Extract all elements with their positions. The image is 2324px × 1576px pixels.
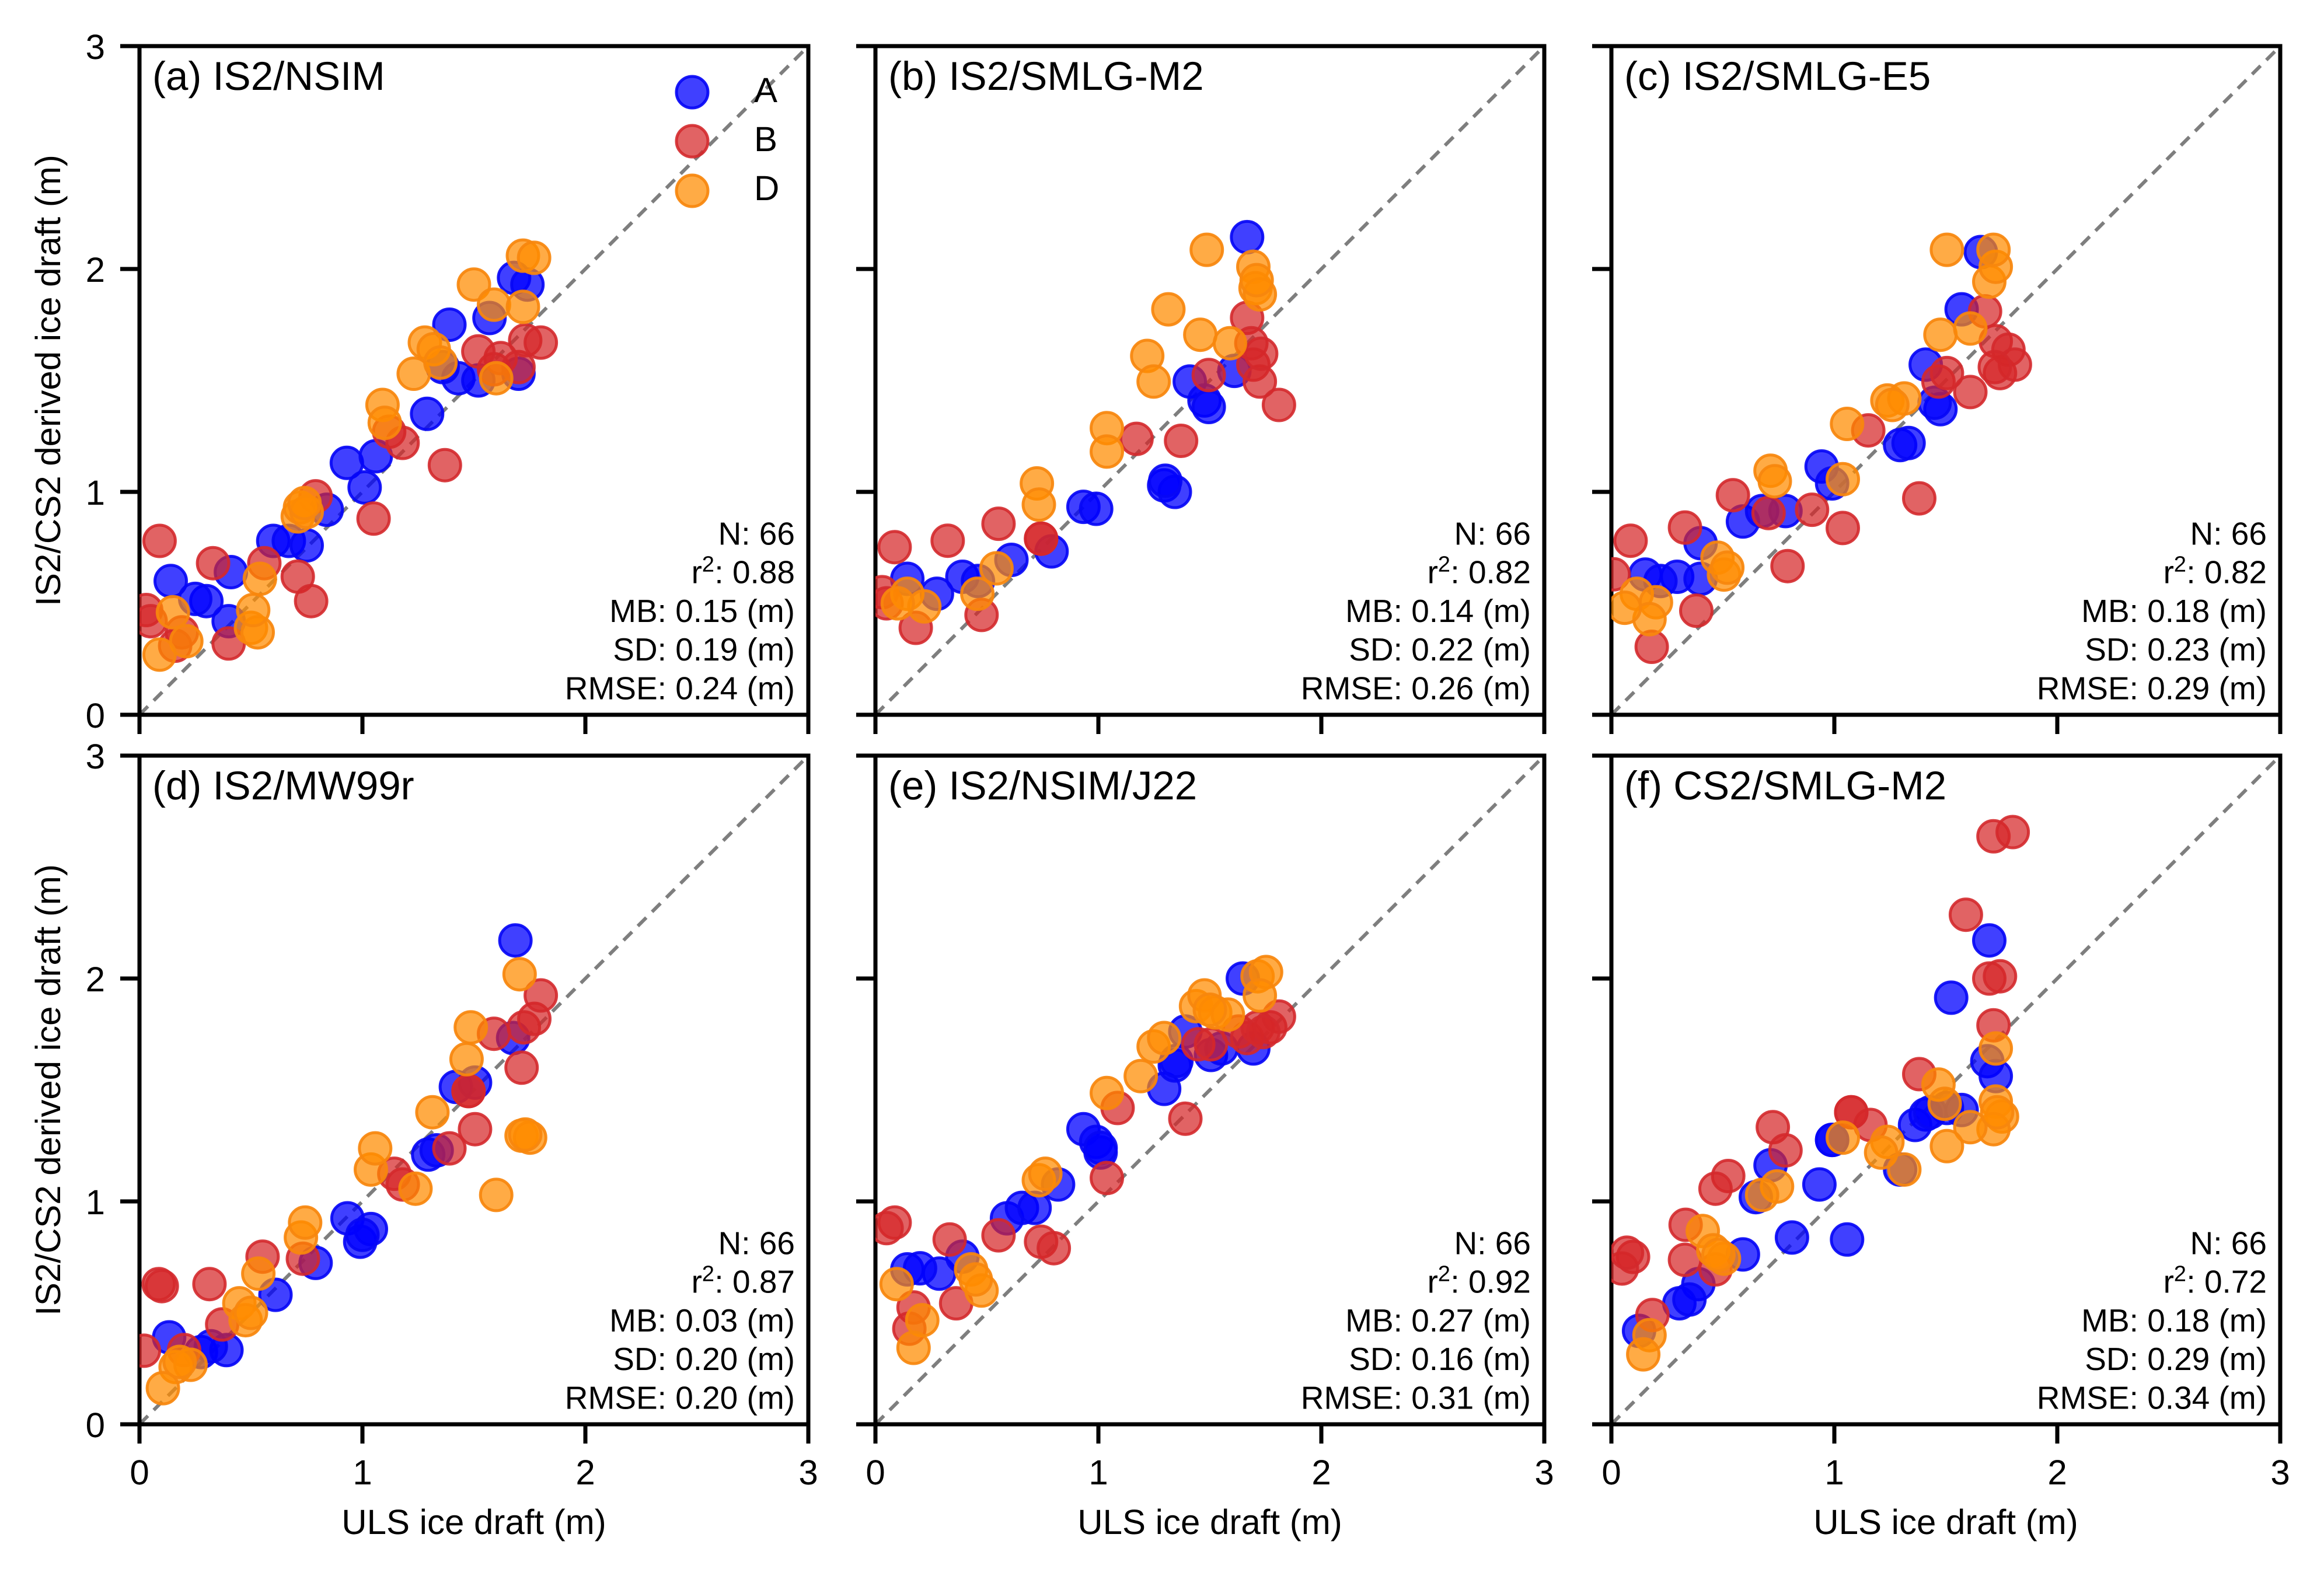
svg-text:1: 1 bbox=[1824, 1453, 1844, 1492]
svg-text:N: 66: N: 66 bbox=[1454, 1225, 1531, 1261]
svg-text:RMSE: 0.29 (m): RMSE: 0.29 (m) bbox=[2037, 670, 2267, 707]
svg-text:0: 0 bbox=[1601, 1453, 1621, 1492]
svg-text:: 0.82: : 0.82 bbox=[1450, 554, 1531, 590]
svg-text:N: 66: N: 66 bbox=[2190, 515, 2267, 551]
svg-text:(e) IS2/NSIM/J22: (e) IS2/NSIM/J22 bbox=[888, 763, 1197, 808]
svg-text:RMSE: 0.31 (m): RMSE: 0.31 (m) bbox=[1301, 1380, 1531, 1416]
svg-text:SD: 0.29 (m): SD: 0.29 (m) bbox=[2085, 1341, 2267, 1377]
svg-text:N: 66: N: 66 bbox=[718, 515, 795, 551]
svg-text:3: 3 bbox=[86, 737, 105, 776]
svg-text:D: D bbox=[754, 169, 779, 208]
svg-text:0: 0 bbox=[86, 1406, 105, 1445]
svg-text:3: 3 bbox=[2270, 1453, 2290, 1492]
svg-text:SD: 0.20 (m): SD: 0.20 (m) bbox=[613, 1341, 795, 1377]
svg-text:: 0.92: : 0.92 bbox=[1450, 1264, 1531, 1300]
svg-text:SD: 0.19 (m): SD: 0.19 (m) bbox=[613, 631, 795, 668]
svg-text:A: A bbox=[754, 71, 777, 110]
svg-text:r: r bbox=[692, 1264, 702, 1300]
svg-text:(b) IS2/SMLG-M2: (b) IS2/SMLG-M2 bbox=[888, 54, 1204, 99]
svg-text:SD: 0.22 (m): SD: 0.22 (m) bbox=[1349, 631, 1531, 668]
svg-text:ULS ice draft (m): ULS ice draft (m) bbox=[341, 1502, 606, 1542]
svg-text:SD: 0.23 (m): SD: 0.23 (m) bbox=[2085, 631, 2267, 668]
svg-text:r: r bbox=[1428, 554, 1438, 590]
svg-text:3: 3 bbox=[86, 27, 105, 67]
svg-text:0: 0 bbox=[86, 696, 105, 735]
svg-text:(a) IS2/NSIM: (a) IS2/NSIM bbox=[152, 54, 385, 99]
svg-text:: 0.87: : 0.87 bbox=[714, 1264, 795, 1300]
svg-text:r: r bbox=[2164, 554, 2174, 590]
svg-text:1: 1 bbox=[86, 1183, 105, 1222]
svg-text:IS2/CS2 derived ice draft (m): IS2/CS2 derived ice draft (m) bbox=[29, 864, 68, 1316]
svg-text:0: 0 bbox=[130, 1453, 149, 1492]
svg-text:SD: 0.16 (m): SD: 0.16 (m) bbox=[1349, 1341, 1531, 1377]
svg-text:2: 2 bbox=[2047, 1453, 2067, 1492]
svg-text:ULS ice draft (m): ULS ice draft (m) bbox=[1077, 1502, 1342, 1542]
svg-text:0: 0 bbox=[866, 1453, 885, 1492]
svg-text:N: 66: N: 66 bbox=[2190, 1225, 2267, 1261]
svg-text:N: 66: N: 66 bbox=[1454, 515, 1531, 551]
svg-text:MB: 0.27 (m): MB: 0.27 (m) bbox=[1345, 1302, 1531, 1339]
svg-text:N: 66: N: 66 bbox=[718, 1225, 795, 1261]
svg-text:3: 3 bbox=[1534, 1453, 1554, 1492]
svg-text:r: r bbox=[692, 554, 702, 590]
svg-text:2: 2 bbox=[1311, 1453, 1331, 1492]
svg-text:MB: 0.03 (m): MB: 0.03 (m) bbox=[609, 1302, 795, 1339]
svg-text:MB: 0.15 (m): MB: 0.15 (m) bbox=[609, 593, 795, 629]
svg-text:MB: 0.14 (m): MB: 0.14 (m) bbox=[1345, 593, 1531, 629]
svg-text:RMSE: 0.20 (m): RMSE: 0.20 (m) bbox=[565, 1380, 795, 1416]
svg-text:(c) IS2/SMLG-E5: (c) IS2/SMLG-E5 bbox=[1624, 54, 1931, 99]
svg-text:r: r bbox=[1428, 1264, 1438, 1300]
svg-text:3: 3 bbox=[798, 1453, 818, 1492]
svg-text:: 0.82: : 0.82 bbox=[2186, 554, 2267, 590]
svg-text:: 0.88: : 0.88 bbox=[714, 554, 795, 590]
svg-text:1: 1 bbox=[86, 473, 105, 512]
svg-text:2: 2 bbox=[575, 1453, 595, 1492]
svg-text:(d) IS2/MW99r: (d) IS2/MW99r bbox=[152, 763, 414, 808]
svg-text:2: 2 bbox=[86, 250, 105, 289]
svg-text:RMSE: 0.24 (m): RMSE: 0.24 (m) bbox=[565, 670, 795, 707]
svg-text:RMSE: 0.34 (m): RMSE: 0.34 (m) bbox=[2037, 1380, 2267, 1416]
svg-text:RMSE: 0.26 (m): RMSE: 0.26 (m) bbox=[1301, 670, 1531, 707]
svg-text:MB: 0.18 (m): MB: 0.18 (m) bbox=[2081, 593, 2267, 629]
svg-text:1: 1 bbox=[353, 1453, 372, 1492]
svg-text:2: 2 bbox=[86, 960, 105, 999]
svg-text:MB: 0.18 (m): MB: 0.18 (m) bbox=[2081, 1302, 2267, 1339]
svg-text:r: r bbox=[2164, 1264, 2174, 1300]
svg-text:B: B bbox=[754, 120, 777, 159]
svg-text:(f) CS2/SMLG-M2: (f) CS2/SMLG-M2 bbox=[1624, 763, 1946, 808]
svg-text:ULS ice draft (m): ULS ice draft (m) bbox=[1813, 1502, 2078, 1542]
svg-text:: 0.72: : 0.72 bbox=[2186, 1264, 2267, 1300]
svg-text:IS2/CS2 derived ice draft (m): IS2/CS2 derived ice draft (m) bbox=[29, 155, 68, 606]
svg-text:1: 1 bbox=[1088, 1453, 1108, 1492]
